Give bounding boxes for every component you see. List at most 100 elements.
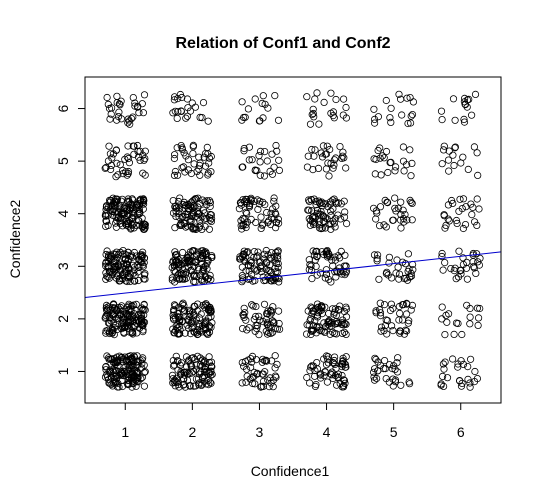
data-point xyxy=(253,324,261,333)
data-point xyxy=(256,171,264,179)
data-point xyxy=(178,221,186,229)
data-point xyxy=(321,274,329,282)
data-point xyxy=(449,151,457,159)
data-point xyxy=(393,359,401,367)
data-point xyxy=(445,147,453,155)
data-point xyxy=(121,363,129,371)
data-point xyxy=(206,304,214,312)
data-point xyxy=(186,382,194,390)
data-point xyxy=(168,276,176,284)
data-point xyxy=(308,145,316,154)
data-point xyxy=(141,171,149,179)
data-point xyxy=(240,144,248,153)
data-point xyxy=(125,366,133,374)
data-point xyxy=(174,95,182,103)
data-point xyxy=(328,318,336,326)
data-point xyxy=(131,263,139,271)
data-point xyxy=(129,261,137,269)
data-point xyxy=(268,317,277,325)
data-point xyxy=(319,142,327,150)
data-point xyxy=(199,373,207,381)
data-point xyxy=(274,263,282,272)
data-point xyxy=(468,211,476,219)
data-point xyxy=(387,104,395,112)
data-point xyxy=(196,161,204,169)
data-point xyxy=(272,202,280,210)
data-point xyxy=(306,367,314,375)
data-point xyxy=(207,371,215,379)
data-point xyxy=(247,355,255,363)
data-point xyxy=(375,306,384,314)
x-tick-label: 5 xyxy=(390,424,398,440)
data-point xyxy=(403,276,412,284)
data-point xyxy=(373,257,381,265)
data-point xyxy=(341,360,350,369)
data-point xyxy=(304,196,313,204)
data-point xyxy=(313,247,321,255)
data-point xyxy=(125,205,133,213)
data-point xyxy=(104,319,113,327)
data-point xyxy=(371,170,379,178)
data-point xyxy=(337,247,345,255)
data-point xyxy=(439,382,448,390)
data-point xyxy=(441,330,449,339)
data-point xyxy=(324,355,332,363)
data-point xyxy=(139,321,147,330)
data-point xyxy=(181,168,189,176)
data-point xyxy=(135,256,143,264)
data-point xyxy=(317,149,325,157)
data-point xyxy=(471,367,479,376)
data-point xyxy=(270,194,278,202)
data-point xyxy=(396,309,404,317)
data-point xyxy=(200,215,208,223)
data-point xyxy=(338,329,346,337)
data-point xyxy=(449,199,457,207)
data-point xyxy=(408,199,416,207)
data-point xyxy=(459,360,468,368)
data-point xyxy=(140,382,148,390)
data-point xyxy=(243,209,251,218)
data-point xyxy=(396,95,405,103)
data-point xyxy=(383,198,391,206)
data-point xyxy=(203,143,211,151)
data-point xyxy=(380,356,389,365)
data-point xyxy=(197,310,205,318)
data-point xyxy=(259,92,267,100)
data-point xyxy=(324,353,332,361)
data-point xyxy=(329,358,337,367)
data-point xyxy=(399,206,407,214)
data-point xyxy=(129,113,137,121)
data-point xyxy=(267,307,275,315)
data-point xyxy=(206,199,214,207)
data-point xyxy=(319,200,327,208)
data-point xyxy=(203,201,211,209)
data-point xyxy=(176,90,184,99)
data-point xyxy=(241,309,249,317)
data-point xyxy=(189,225,197,233)
data-point xyxy=(304,307,312,315)
data-point xyxy=(266,274,274,282)
data-point xyxy=(270,163,278,171)
data-point xyxy=(438,116,446,124)
data-point xyxy=(177,220,185,228)
data-point xyxy=(189,143,197,151)
data-point xyxy=(370,119,379,127)
data-point xyxy=(388,364,396,373)
data-point xyxy=(377,327,385,335)
data-point xyxy=(194,326,202,334)
data-point xyxy=(177,359,186,367)
data-point xyxy=(275,156,283,164)
data-point xyxy=(408,216,416,224)
data-point xyxy=(339,376,348,384)
data-point xyxy=(206,202,214,211)
data-point xyxy=(466,379,474,387)
data-point xyxy=(382,374,390,383)
data-point xyxy=(238,225,246,233)
x-tick-label: 2 xyxy=(188,424,196,440)
data-point xyxy=(183,95,191,103)
data-point xyxy=(438,160,446,168)
data-point xyxy=(123,153,131,161)
data-point xyxy=(196,254,204,262)
data-point xyxy=(259,220,267,228)
data-point xyxy=(315,120,323,128)
